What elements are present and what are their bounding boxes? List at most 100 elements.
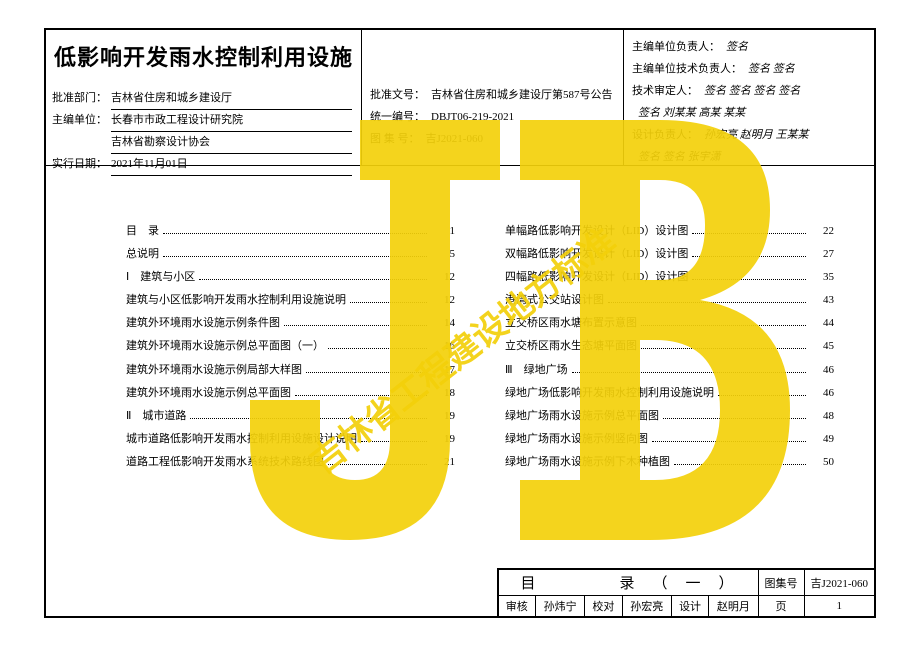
footer-cell-value: 孙宏亮 [622,596,671,617]
signature: 签名 签名 张宇潇 [638,146,866,168]
toc-label: 绿地广场雨水设施示例总平面图 [505,405,659,428]
field-value: 吉J2021-060 [426,128,616,150]
toc-page: 46 [810,359,834,382]
field-label: 技术审定人： [632,80,698,102]
toc-row: Ⅰ 建筑与小区 12 [126,266,455,289]
toc-label: Ⅰ 建筑与小区 [126,266,195,289]
toc-page: 17 [431,359,455,382]
toc-label: 目 录 [126,220,159,243]
toc-leader [608,302,806,303]
toc-page: 46 [810,382,834,405]
toc-label: 总说明 [126,243,159,266]
title-block: 目 录（一） 图集号 吉J2021-060 审核孙炜宁校对孙宏亮设计赵明月页1 [497,568,876,618]
toc-label: 建筑与小区低影响开发雨水控制利用设施说明 [126,289,346,312]
toc-leader [674,464,806,465]
field-label: 统一编号： [370,106,425,128]
toc-page: 45 [810,335,834,358]
toc-row: 四幅路低影响开发设计（LID）设计图35 [505,266,834,289]
toc-leader [295,395,427,396]
toc-page: 18 [431,382,455,405]
toc-label: 建筑外环境雨水设施示例条件图 [126,312,280,335]
signature: 签名 [726,36,866,58]
toc-row: 绿地广场雨水设施示例总平面图 48 [505,405,834,428]
toc-label: 绿地广场低影响开发雨水控制利用设施说明 [505,382,714,405]
toc-leader [163,233,427,234]
toc-row: 立交桥区雨水生态塘平面图45 [505,335,834,358]
toc-row: 城市道路低影响开发雨水控制利用设施设计说明19 [126,428,455,451]
toc-page: 14 [431,312,455,335]
toc-label: Ⅲ 绿地广场 [505,359,568,382]
toc-label: 港湾式公交站设计图 [505,289,604,312]
toc-leader [692,256,806,257]
toc-leader [284,325,427,326]
field-label: 图 集 号： [370,128,420,150]
signature: 孙宏亮 赵明月 王某某 [704,124,866,146]
field-label: 实行日期： [52,154,107,176]
toc-label: 立交桥区雨水塘布置示意图 [505,312,637,335]
drawing-sheet: 低影响开发雨水控制利用设施 批准文号：吉林省住房和城乡建设厅第587号公告统一编… [44,28,876,618]
toc-row: 建筑外环境雨水设施示例总平面图 18 [126,382,455,405]
field-value: DBJT06-219-2021 [431,106,615,128]
field-value: 吉林省住房和城乡建设厅 [111,88,352,110]
toc-label: 建筑外环境雨水设施示例局部大样图 [126,359,302,382]
signature-row: 主编单位负责人： 签名 [632,36,866,58]
toc-label: 绿地广场雨水设施示例竖向图 [505,428,648,451]
toc-row: 绿地广场低影响开发雨水控制利用设施说明 46 [505,382,834,405]
toc-page: 12 [431,289,455,312]
toc-page: 5 [431,243,455,266]
toc-row: 双幅路低影响开发设计（LID）设计图27 [505,243,834,266]
toc-leader [199,279,427,280]
toc-page: 50 [810,451,834,474]
toc-row: 道路工程低影响开发雨水系统技术路线图21 [126,451,455,474]
toc-label: 单幅路低影响开发设计（LID）设计图 [505,220,688,243]
toc-page: 21 [431,451,455,474]
field-label: 主编单位技术负责人： [632,58,742,80]
toc-leader [572,372,806,373]
toc-leader [163,256,427,257]
toc-label: 四幅路低影响开发设计（LID）设计图 [505,266,688,289]
toc-page: 19 [431,428,455,451]
toc-leader [641,348,806,349]
footer-title: 目 录（一） [498,570,758,596]
toc-row: 建筑外环境雨水设施示例局部大样图 17 [126,359,455,382]
signature-row: 技术审定人：签名 签名 签名 签名 [632,80,866,102]
toc-page: 1 [431,220,455,243]
toc-leader [663,418,806,419]
signature: 签名 签名 [748,58,866,80]
header-mid-row: 统一编号： DBJT06-219-2021 [370,106,615,128]
toc-leader [328,348,427,349]
toc-leader [718,395,806,396]
field-value: 长春市市政工程设计研究院 [111,110,352,132]
toc-label: 双幅路低影响开发设计（LID）设计图 [505,243,688,266]
toc-row: Ⅱ 城市道路19 [126,405,455,428]
footer-cell-label: 校对 [585,596,622,617]
toc-row: 总说明 5 [126,243,455,266]
toc-label: 绿地广场雨水设施示例下木种植图 [505,451,670,474]
toc-leader [361,441,427,442]
toc-row: 绿地广场雨水设施示例竖向图49 [505,428,834,451]
footer-cell-value: 赵明月 [709,596,758,617]
toc-row: 目 录 1 [126,220,455,243]
header-mid: 批准文号：吉林省住房和城乡建设厅第587号公告统一编号：DBJT06-219-2… [362,30,624,165]
set-label: 图集号 [758,570,804,596]
toc-page: 44 [810,312,834,335]
toc-row: 绿地广场雨水设施示例下木种植图 50 [505,451,834,474]
signature-row: 设计负责人： 孙宏亮 赵明月 王某某 [632,124,866,146]
footer-cell-value: 1 [804,596,874,617]
toc-row: 建筑外环境雨水设施示例总平面图（一）16 [126,335,455,358]
toc-column-left: 目 录 1 总说明 5 Ⅰ 建筑与小区 12 建筑与小区低影响开发雨水控制利用设施说明 12 建… [126,220,455,474]
toc-page: 48 [810,405,834,428]
signature-row: 签名 刘某某 高某 某某 [632,102,866,124]
toc-leader [190,418,427,419]
toc-label: 建筑外环境雨水设施示例总平面图（一） [126,335,324,358]
toc-row: 单幅路低影响开发设计（LID）设计图22 [505,220,834,243]
toc-page: 12 [431,266,455,289]
field-label: 主编单位负责人： [632,36,720,58]
field-label: 设计负责人： [632,124,698,146]
field-value: 2021年11月01日 [111,154,352,176]
footer-cell-label: 设计 [671,596,708,617]
toc-label: 建筑外环境雨水设施示例总平面图 [126,382,291,405]
toc-leader [328,464,427,465]
toc-leader [641,325,806,326]
set-value: 吉J2021-060 [804,570,874,596]
